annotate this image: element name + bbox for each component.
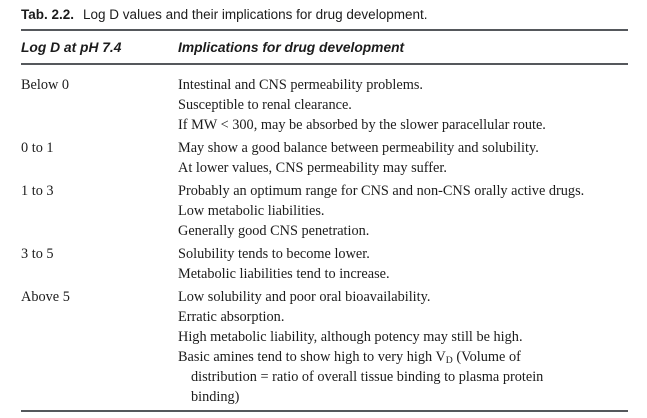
implication-line: Solubility tends to become lower. [178, 246, 370, 262]
implication-line: Basic amines tend to show high to very h… [178, 349, 521, 366]
table-row: 0 to 1 May show a good balance between pe… [21, 138, 628, 178]
implication-line: High metabolic liability, although poten… [178, 329, 523, 345]
table-caption: Tab. 2.2. Log D values and their implicat… [21, 7, 628, 22]
implication-line: binding) [191, 389, 240, 405]
implication-line: At lower values, CNS permeability may su… [178, 160, 447, 176]
implication-line: Low metabolic liabilities. [178, 203, 325, 219]
table-row: Below 0 Intestinal and CNS permeability p… [21, 75, 628, 135]
implications-cell: Probably an optimum range for CNS and no… [178, 181, 628, 241]
table-row: 3 to 5 Solubility tends to become lower. M… [21, 244, 628, 284]
logd-range-cell: 1 to 3 [21, 183, 54, 199]
implications-cell: Low solubility and poor oral bioavailabi… [178, 287, 628, 407]
implications-cell: May show a good balance between permeabi… [178, 138, 628, 178]
table-body: Below 0 Intestinal and CNS permeability p… [21, 65, 628, 407]
header-implications: Implications for drug development [178, 40, 405, 55]
implication-line: Low solubility and poor oral bioavailabi… [178, 289, 431, 305]
table-row: Above 5 Low solubility and poor oral bioa… [21, 287, 628, 407]
logd-range-cell: Below 0 [21, 77, 70, 93]
header-rule [21, 63, 628, 65]
header-logd: Log D at pH 7.4 [21, 40, 122, 55]
logd-range-cell: 3 to 5 [21, 246, 54, 262]
top-rule [21, 29, 628, 31]
implication-line: Intestinal and CNS permeability problems… [178, 77, 423, 93]
implication-line: Probably an optimum range for CNS and no… [178, 183, 585, 199]
caption-label: Tab. 2.2. [21, 7, 75, 22]
implication-line: Metabolic liabilities tend to increase. [178, 266, 390, 282]
logd-range-cell: Above 5 [21, 289, 70, 305]
implications-cell: Solubility tends to become lower. Metabol… [178, 244, 628, 284]
bottom-rule [21, 410, 628, 412]
implication-line: distribution = ratio of overall tissue b… [191, 369, 544, 385]
implication-line: Susceptible to renal clearance. [178, 97, 352, 113]
subscript: D [445, 354, 453, 366]
implication-line: Erratic absorption. [178, 309, 285, 325]
implication-line: Generally good CNS penetration. [178, 223, 370, 239]
implication-line: May show a good balance between permeabi… [178, 140, 539, 156]
table-row: 1 to 3 Probably an optimum range for CNS … [21, 181, 628, 241]
implication-line: If MW < 300, may be absorbed by the slow… [178, 117, 546, 133]
implications-cell: Intestinal and CNS permeability problems… [178, 75, 628, 135]
table-header-row: Log D at pH 7.4 Implications for drug de… [21, 31, 628, 63]
caption-text: Log D values and their implications for … [83, 7, 428, 22]
logd-range-cell: 0 to 1 [21, 140, 54, 156]
